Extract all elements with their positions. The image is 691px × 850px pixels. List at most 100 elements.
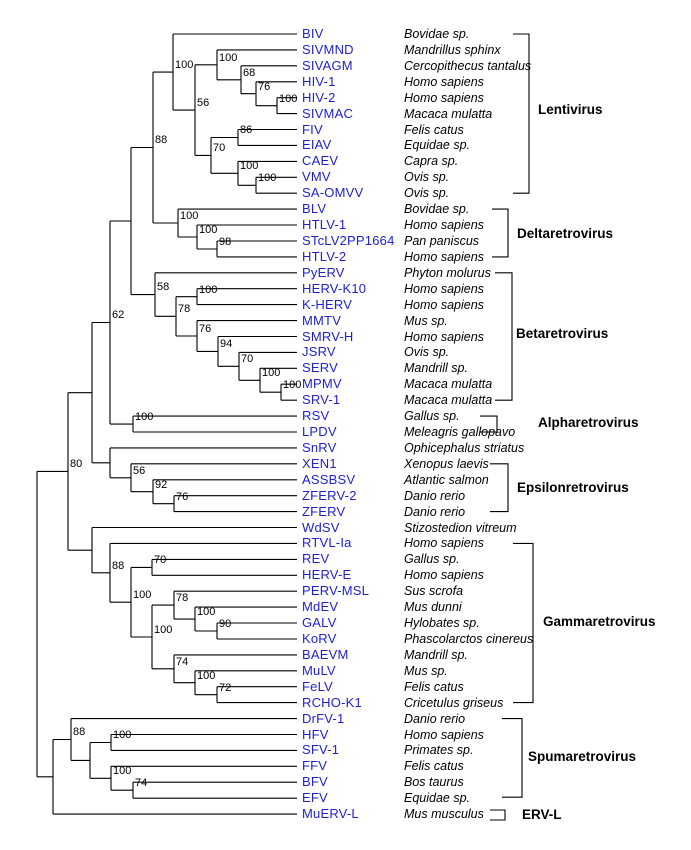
taxon-row: REV Gallus sp. [0, 551, 691, 567]
taxon-row: EIAV Equidae sp. [0, 137, 691, 153]
taxon-row: FIV Felis catus [0, 122, 691, 138]
species-label: Homo sapiens [404, 568, 484, 583]
taxon-label: MuERV-L [302, 806, 359, 822]
taxon-label: BLV [302, 201, 327, 217]
taxon-row: VMV Ovis sp. [0, 169, 691, 185]
bootstrap-value: 100 [219, 52, 238, 64]
species-label: Mus sp. [404, 313, 448, 328]
taxon-label: BFV [302, 774, 328, 790]
taxon-label: FFV [302, 758, 328, 774]
taxon-label: SMRV-H [302, 328, 354, 344]
bootstrap-value: 100 [175, 59, 194, 71]
bootstrap-value: 88 [155, 134, 168, 146]
taxon-row: GALV Hylobates sp. [0, 615, 691, 631]
bootstrap-value: 100 [197, 670, 216, 682]
taxon-row: RSV Gallus sp. [0, 408, 691, 424]
bootstrap-value: 70 [154, 554, 167, 566]
bootstrap-value: 68 [243, 67, 256, 79]
species-label: Felis catus [404, 759, 464, 774]
taxon-label: RSV [302, 408, 330, 424]
taxon-row: RCHO-K1 Cricetulus griseus [0, 695, 691, 711]
taxon-label: WdSV [302, 519, 340, 535]
species-label: Gallus sp. [404, 409, 460, 424]
tree-branches [36, 33, 297, 815]
species-label: Homo sapiens [404, 329, 484, 344]
species-label: Mandrill sp. [404, 361, 468, 376]
taxon-row: LPDV Meleagris gallopavo [0, 424, 691, 440]
genus-label-alpharetrovirus: Alpharetrovirus [538, 415, 639, 430]
bootstrap-value: 100 [262, 367, 281, 379]
taxon-row: SRV-1 Macaca mulatta [0, 392, 691, 408]
bootstrap-value: 78 [178, 303, 191, 315]
taxon-row: SIVMND Mandrillus sphinx [0, 42, 691, 58]
species-label: Homo sapiens [404, 536, 484, 551]
bootstrap-value: 74 [176, 656, 189, 668]
taxon-row: BIV Bovidae sp. [0, 26, 691, 42]
taxon-label: RCHO-K1 [302, 694, 362, 710]
bootstrap-value: 92 [155, 479, 168, 491]
bootstrap-value: 94 [220, 338, 233, 350]
taxon-label: HTLV-1 [302, 217, 347, 232]
species-label: Felis catus [404, 122, 464, 137]
taxon-label: FeLV [302, 678, 333, 694]
bootstrap-value: 100 [283, 379, 302, 391]
taxon-label: HERV-K10 [302, 280, 367, 296]
genus-brackets [480, 33, 534, 821]
species-label: Homo sapiens [404, 727, 484, 742]
taxon-row: EFV Equidae sp. [0, 790, 691, 806]
species-label: Homo sapiens [404, 281, 484, 296]
taxon-label: HFV [302, 726, 329, 742]
species-label: Ovis sp. [404, 170, 450, 185]
species-label: Meleagris gallopavo [404, 425, 516, 439]
bootstrap-value: 76 [176, 491, 189, 503]
taxon-row: BAEVM Mandrill sp. [0, 647, 691, 663]
taxon-label: SIVAGM [302, 57, 353, 73]
species-label: Danio rerio [404, 488, 466, 503]
taxon-label: HTLV-2 [302, 248, 347, 264]
taxon-label: MPMV [302, 376, 342, 392]
taxon-row: SnRV Ophicephalus striatus [0, 440, 691, 456]
taxon-label: PyERV [302, 264, 345, 280]
species-label: Macaca mulatta [404, 106, 493, 121]
bootstrap-value: 100 [113, 765, 132, 777]
taxon-label: SERV [302, 360, 338, 376]
taxon-label: MdEV [302, 599, 339, 615]
taxon-label: K-HERV [302, 296, 353, 312]
taxon-row: HERV-K10 Homo sapiens [0, 281, 691, 297]
genus-label-lentivirus: Lentivirus [538, 102, 603, 117]
bootstrap-value: 88 [73, 726, 86, 738]
bootstrap-value: 100 [279, 93, 298, 105]
bootstrap-value: 90 [219, 618, 232, 630]
taxon-row: ZFERV Danio rerio [0, 504, 691, 520]
taxon-label: ZFERV [302, 503, 346, 519]
taxon-label: VMV [302, 169, 331, 185]
genus-label-epsilonretrovirus: Epsilonretrovirus [517, 480, 629, 495]
bootstrap-value: 100 [133, 589, 152, 601]
species-label: Pan paniscus [404, 234, 480, 248]
taxon-label: MuLV [302, 662, 336, 678]
species-label: Ovis sp. [404, 186, 450, 201]
taxon-row: SIVAGM Cercopithecus tantalus [0, 58, 691, 74]
taxon-row: CAEV Capra sp. [0, 153, 691, 169]
taxon-label: SA-OMVV [302, 185, 364, 201]
taxon-row: ZFERV-2 Danio rerio [0, 488, 691, 504]
taxon-row: STcLV2PP1664 Pan paniscus [0, 233, 691, 249]
taxon-row: MdEV Mus dunni [0, 599, 691, 615]
species-label: Gallus sp. [404, 552, 460, 567]
taxon-row: SMRV-H Homo sapiens [0, 329, 691, 345]
taxon-label: PERV-MSL [302, 583, 370, 599]
taxon-label: STcLV2PP1664 [302, 233, 395, 248]
species-label: Xenopus laevis [404, 456, 489, 471]
species-label: Macaca mulatta [404, 393, 493, 408]
taxon-label: HIV-1 [302, 73, 336, 89]
taxon-label: HERV-E [302, 567, 352, 583]
bootstrap-value: 80 [70, 458, 83, 470]
species-label: Cricetulus griseus [404, 695, 504, 710]
taxon-row: MuLV Mus sp. [0, 663, 691, 679]
taxon-label: REV [302, 551, 330, 567]
taxon-row: PyERV Phyton molurus [0, 265, 691, 281]
taxon-row: ASSBSV Atlantic salmon [0, 472, 691, 488]
taxon-label: SRV-1 [302, 392, 341, 408]
taxon-label: SIVMND [302, 41, 354, 57]
species-label: Mandrillus sphinx [404, 42, 501, 57]
